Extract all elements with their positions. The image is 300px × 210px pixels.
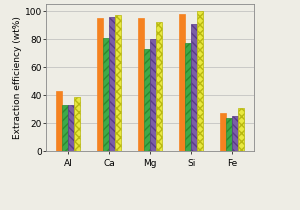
Y-axis label: Extraction efficiency (wt%): Extraction efficiency (wt%): [13, 16, 22, 139]
Bar: [238, 108, 244, 151]
Bar: [156, 22, 162, 151]
Bar: [62, 105, 68, 151]
Bar: [179, 14, 185, 151]
Bar: [103, 38, 109, 151]
Bar: [191, 24, 197, 151]
Bar: [74, 97, 80, 151]
Bar: [68, 105, 74, 151]
Bar: [115, 15, 121, 151]
Bar: [144, 49, 150, 151]
Bar: [56, 91, 62, 151]
Bar: [220, 113, 226, 151]
Bar: [97, 18, 103, 151]
Bar: [232, 116, 238, 151]
Bar: [226, 118, 232, 151]
Bar: [138, 18, 144, 151]
Bar: [150, 39, 156, 151]
Bar: [109, 17, 115, 151]
Bar: [185, 43, 191, 151]
Bar: [197, 11, 203, 151]
